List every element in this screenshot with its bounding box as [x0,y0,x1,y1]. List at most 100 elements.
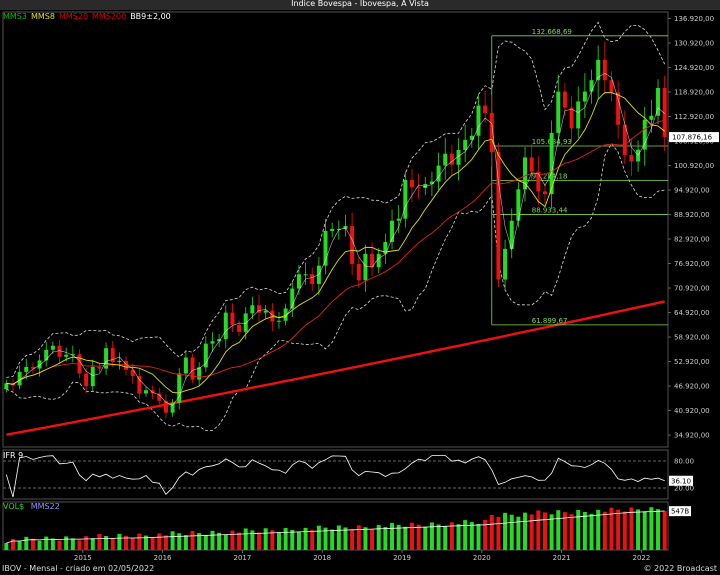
y-tick-label: 64.920,00 [674,309,710,317]
y-tick-label: 112.920,00 [674,113,714,121]
candle-body [117,360,122,363]
candle-body [330,228,335,231]
mms3-line [6,73,665,406]
volume-bar [589,513,594,550]
ifr-panel-frame [2,449,669,500]
y-tick-label: 88.920,00 [674,211,710,219]
volume-bar [263,528,268,550]
volume-bar [37,540,42,550]
ifr-level-label: 80.00 [674,458,694,466]
bollinger-upper [6,21,666,378]
volume-bar [509,514,514,550]
candle-body [230,312,235,325]
candle-body [589,80,594,92]
volume-bar [283,528,288,550]
candle-body [436,165,441,182]
candle-body [343,226,348,229]
ifr-level-label: 20.00 [674,485,694,493]
volume-bar [310,529,315,550]
volume-bar [523,512,528,550]
volume-bar [469,522,474,550]
candle-body [649,115,654,120]
candle-body [263,310,268,313]
candle-body [290,288,295,309]
volume-bar [443,526,448,550]
volume-bar [130,537,135,550]
volume-bar [157,533,162,550]
candle-body [609,80,614,93]
fib-level-label: 132.668,69 [532,28,572,36]
volume-bar [569,514,574,550]
candle-body [429,181,434,184]
ifr-last-box [669,475,693,486]
candle-body [596,59,601,81]
candle-body [642,119,647,150]
bollinger-lower [6,142,665,431]
candle-body [449,153,454,165]
candle-body [110,348,115,363]
last-price-box [669,132,719,143]
candle-body [197,367,202,380]
candle-body [177,373,182,403]
volume-bar [97,534,102,550]
x-tick-label: 2019 [393,554,411,562]
y-tick-label: 40.920,00 [674,407,710,415]
volume-bar [350,529,355,550]
candle-body [310,274,315,285]
volume-bar [57,540,62,550]
candle-body [243,313,248,332]
volume-bar [250,530,255,550]
x-tick-label: 2017 [233,554,251,562]
mms8-line [6,92,665,394]
volume-bar [177,533,182,550]
legend-item-mms3: MMS3 [3,12,27,21]
candle-body [456,150,461,165]
volume-bar [483,519,488,550]
volume-bar [64,536,69,550]
candle-body [150,390,155,394]
candle-body [396,218,401,221]
volume-bar [237,532,242,550]
volume-bar [556,510,561,550]
candle-body [17,371,22,386]
candle-body [463,139,468,151]
candle-body [576,101,581,129]
volume-bar [629,507,634,550]
volume-bar [17,540,22,550]
volume-bar [70,538,75,550]
candle-body [529,157,534,172]
candle-body [403,179,408,219]
main-panel-frame [2,11,669,448]
mms200-line [6,300,665,436]
volume-bar [150,537,155,550]
candle-body [656,87,661,116]
volume-bar [276,532,281,550]
footer-info: IBOV - Mensal - criado em 02/05/2022 [2,564,155,573]
candle-body [376,253,381,268]
volume-bar [124,535,129,550]
candle-body [549,132,554,195]
volume-bar [463,520,468,550]
volume-bar [516,516,521,550]
y-tick-label: 58.920,00 [674,334,710,342]
candle-body [4,383,9,390]
candle-body [257,305,262,313]
volume-bar [90,538,95,550]
candle-body [350,226,355,265]
volume-bar [183,535,188,550]
candle-body [569,107,574,129]
candle-body [390,220,395,242]
volume-bar [330,529,335,550]
volume-bar [190,531,195,550]
candle-body [443,153,448,166]
volume-bar [210,530,215,550]
volume-bar [383,527,388,550]
candle-body [516,189,521,221]
candle-body [143,390,148,394]
candle-body [536,171,541,192]
volume-bar [602,511,607,550]
volume-bar [257,532,262,550]
y-tick-label: 46.920,00 [674,383,710,391]
candle-body [582,91,587,102]
